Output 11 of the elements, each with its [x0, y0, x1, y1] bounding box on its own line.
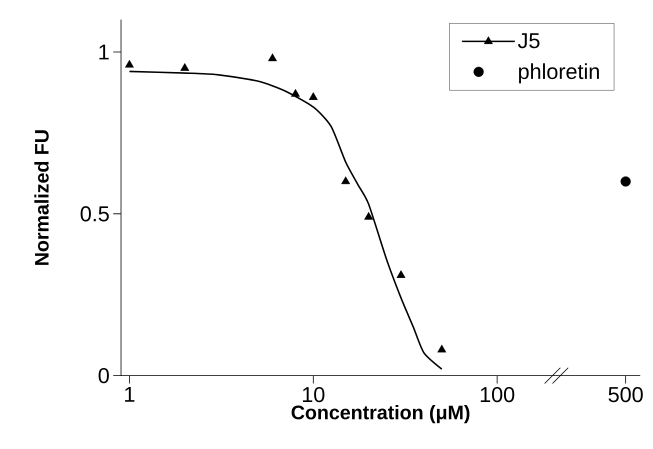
x-tick-label: 100 [480, 386, 514, 402]
x-tick-label: 500 [608, 386, 643, 402]
y-tick-label: 0.5 [80, 206, 109, 222]
x-tick-label: 10 [302, 386, 324, 402]
y-axis-title: Normalized FU [34, 130, 49, 265]
x-tick-label: 1 [125, 386, 134, 402]
y-tick-label: 1 [99, 44, 109, 60]
y-tick-label: 0 [98, 368, 109, 384]
legend-label: phloretin [519, 63, 599, 84]
legend-label: J5 [518, 33, 540, 48]
x-axis-title: Concentration (μM) [292, 404, 470, 424]
